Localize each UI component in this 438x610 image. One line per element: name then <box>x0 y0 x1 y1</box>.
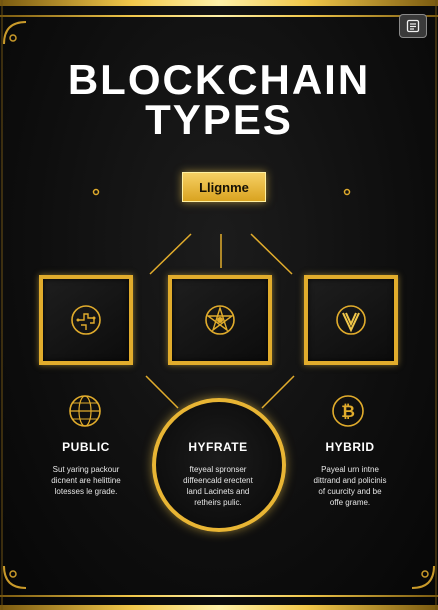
top-gold-rule <box>0 15 438 17</box>
bottom-gold-border <box>0 605 438 610</box>
column-heading: HYBRID <box>325 440 375 454</box>
pentagram-network-icon <box>205 305 235 335</box>
title-line-2: TYPES <box>145 96 293 143</box>
column-heading: PUBLIC <box>62 440 110 454</box>
column-text: fteyeal spronser diffeencald erectent la… <box>183 465 253 507</box>
column-public: PUBLIC Sut yaring packour dicnent are he… <box>40 440 132 497</box>
panel-middle <box>168 275 272 365</box>
highlight-ring <box>152 398 286 532</box>
center-label: Llignme <box>182 172 266 202</box>
column-text: Sut yaring packour dicnent are helittine… <box>51 465 121 496</box>
left-edge <box>1 0 3 610</box>
corner-ornament-bottom-right <box>411 565 435 589</box>
circuit-puzzle-icon <box>71 305 101 335</box>
v-coin-icon <box>336 305 366 335</box>
title-line-1: BLOCKCHAIN <box>67 56 371 103</box>
column-hyfrate: HYFRATE fteyeal spronser diffeencald ere… <box>168 440 268 508</box>
column-text: Payeal urn intne dittrand and policinis … <box>313 465 387 507</box>
column-heading: HYFRATE <box>188 440 248 454</box>
notes-button[interactable] <box>399 14 427 38</box>
bottom-gold-rule <box>0 595 438 597</box>
column-hybrid: HYBRID Payeal urn intne dittrand and pol… <box>300 440 400 508</box>
top-gold-border <box>0 0 438 6</box>
notes-icon <box>406 19 420 33</box>
panel-left <box>39 275 133 365</box>
corner-ornament-top-left <box>3 21 27 45</box>
right-edge <box>435 0 437 610</box>
corner-ornament-bottom-left <box>3 565 27 589</box>
panel-right <box>304 275 398 365</box>
